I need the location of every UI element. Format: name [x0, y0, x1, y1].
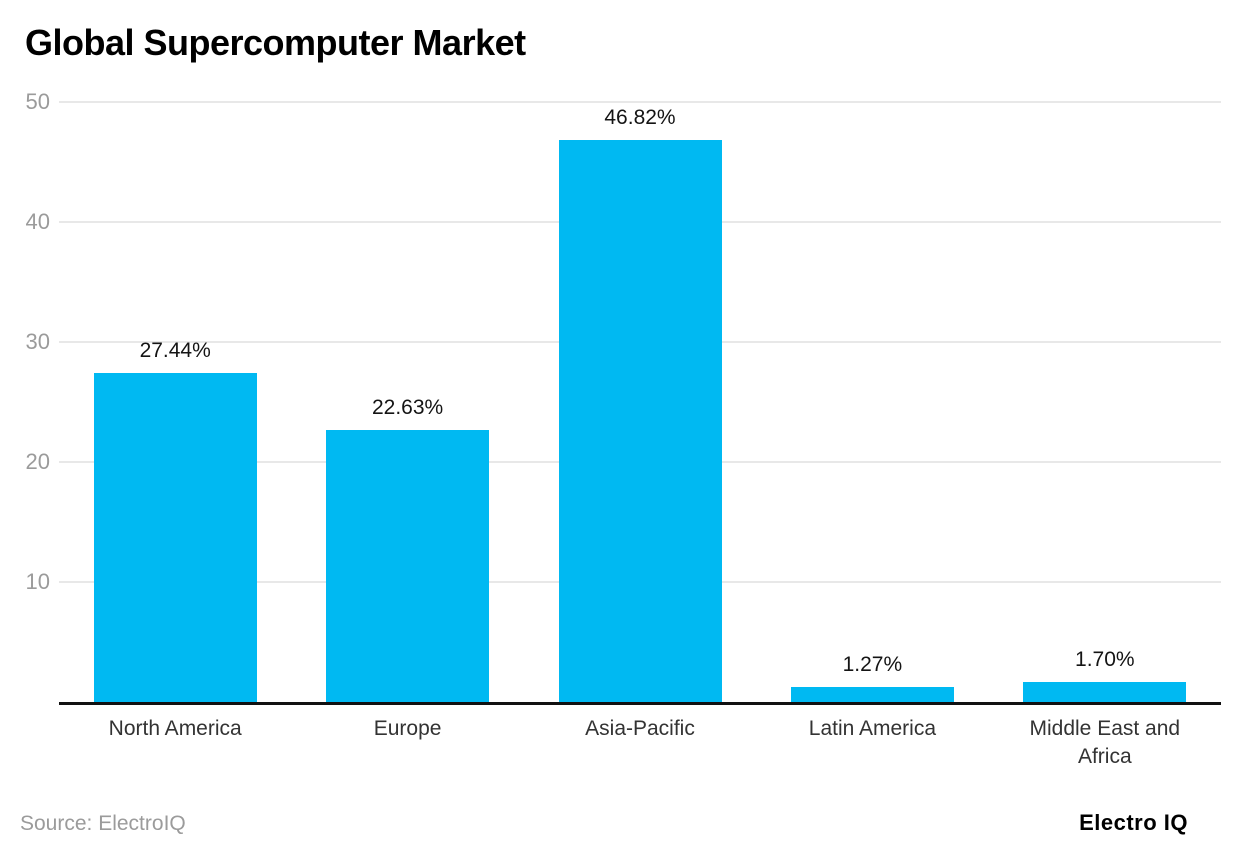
- bar: [93, 372, 257, 702]
- x-category-label: Latin America: [808, 717, 936, 740]
- y-tick-label: 20: [25, 449, 50, 474]
- brand-logo: Electro IQ: [1079, 810, 1188, 835]
- x-axis-line: [59, 702, 1221, 705]
- source-note: Source: ElectroIQ: [20, 812, 186, 835]
- bar-value-label: 1.27%: [842, 652, 903, 676]
- bar-value-label: 22.63%: [371, 396, 444, 420]
- x-category-label: Europe: [373, 717, 442, 740]
- bar: [326, 430, 490, 702]
- y-tick-label: 10: [25, 569, 50, 594]
- x-category-label: North America: [108, 717, 242, 740]
- bar-value-label: 27.44%: [139, 338, 211, 362]
- y-tick-label: 30: [25, 329, 50, 354]
- y-tick-label: 50: [25, 89, 50, 114]
- bar-value-label: 46.82%: [604, 106, 676, 130]
- bar-value-label: 1.70%: [1075, 647, 1135, 671]
- bar: [790, 686, 954, 702]
- x-category-label: Asia-Pacific: [585, 717, 695, 740]
- bar: [558, 140, 722, 702]
- chart-title: Global Supercomputer Market: [25, 22, 526, 63]
- y-tick-label: 40: [25, 209, 50, 234]
- bar: [1023, 681, 1187, 702]
- gridline: [59, 101, 1221, 103]
- x-category-label: Middle East and Africa: [1029, 717, 1181, 768]
